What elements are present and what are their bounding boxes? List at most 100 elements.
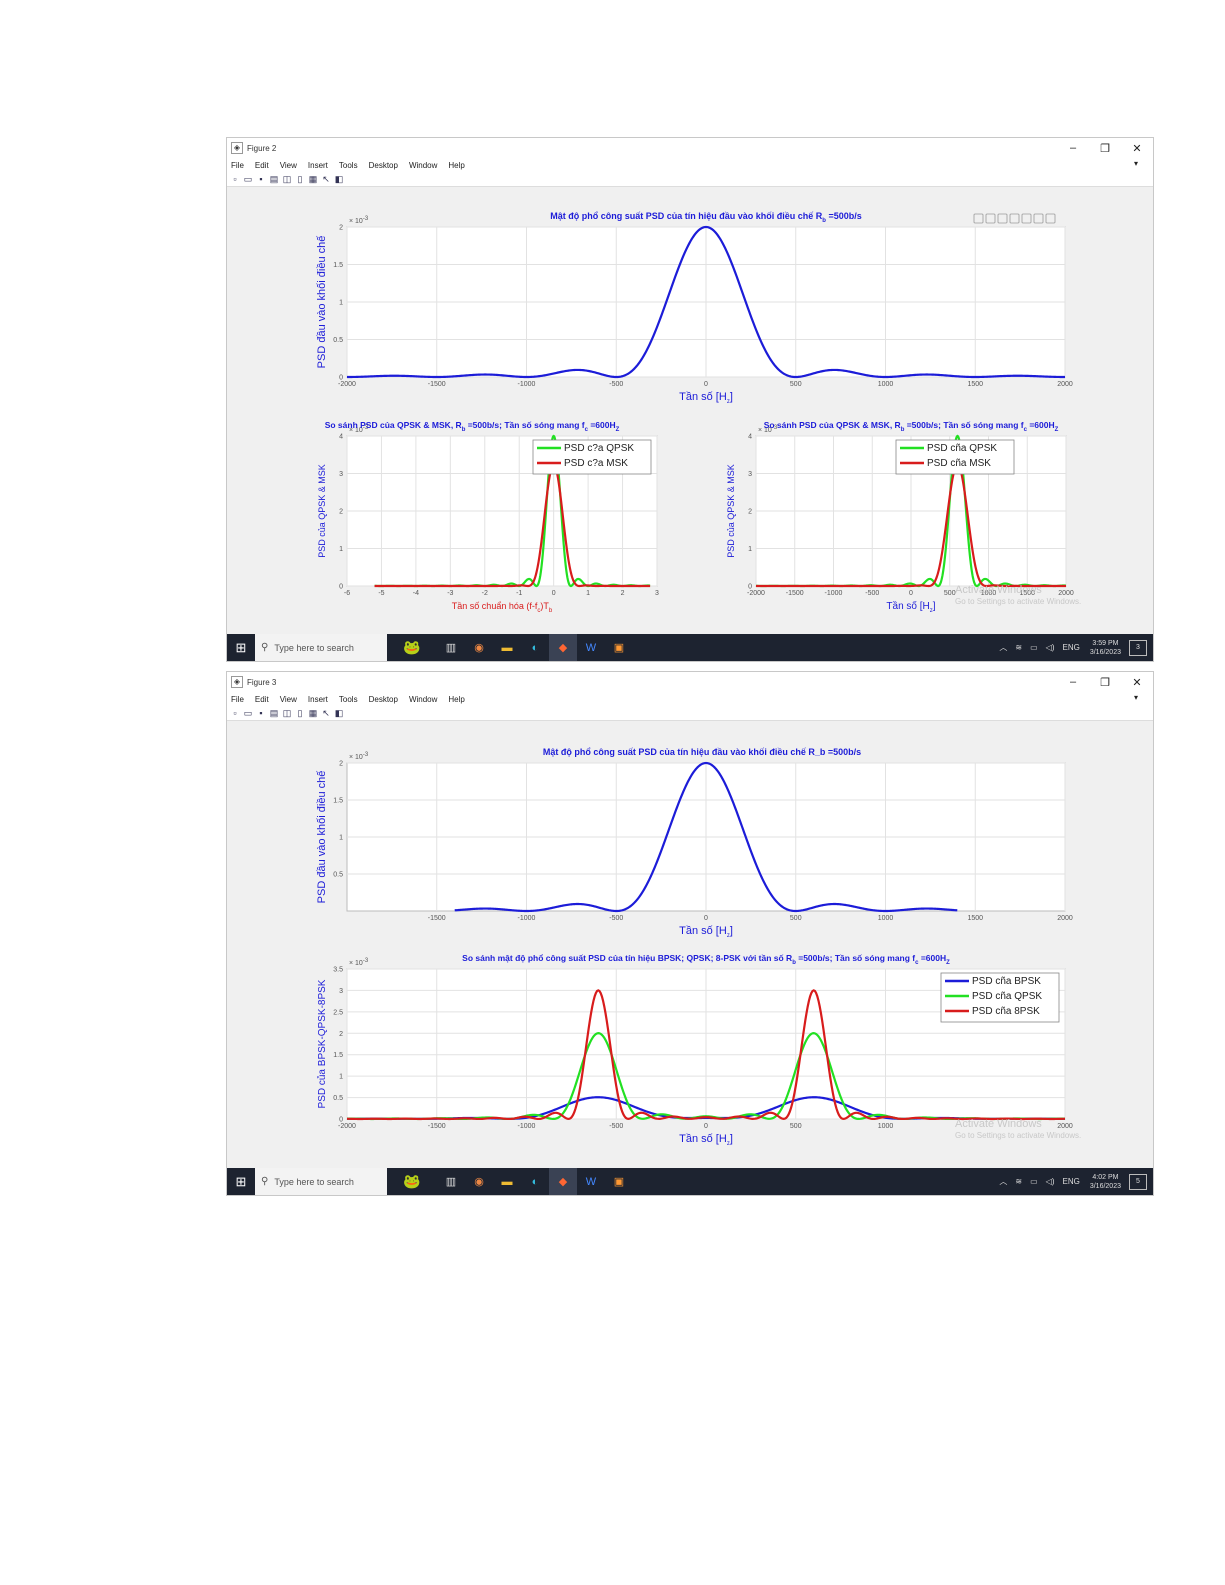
task-view-icon[interactable]: ▥ [445,642,457,654]
menu-help[interactable]: Help [448,160,465,170]
open-file-icon[interactable]: ▭ [243,174,253,184]
volume-icon[interactable]: ◁) [1045,1177,1055,1186]
chevron-up-icon[interactable]: ︿ [999,1177,1008,1186]
property-editor-icon[interactable]: ◧ [334,174,344,184]
x-tick-label: 1 [586,590,590,597]
x-tick-label: 1000 [878,1123,894,1130]
restore-icon[interactable]: ❐ [1100,142,1110,155]
legend-box [532,439,652,475]
volume-icon[interactable]: ◁) [1045,643,1055,652]
menu-desktop[interactable]: Desktop [368,694,398,704]
chart-title: Mật độ phổ công suất PSD của tín hiệu đầ… [550,211,861,224]
notification-icon[interactable]: 5 [1129,1173,1147,1190]
menu-desktop[interactable]: Desktop [368,160,398,170]
menu-view[interactable]: View [279,160,297,170]
search-icon: ⚲ [261,1176,269,1187]
menu-edit[interactable]: Edit [254,160,269,170]
taskbar-search[interactable]: ⚲ Type here to search [255,1168,387,1195]
language-indicator[interactable]: ENG [1062,643,1080,652]
menu-help[interactable]: Help [448,694,465,704]
battery-icon[interactable]: ▭ [1030,643,1038,652]
taskbar: ⊞ ⚲ Type here to search 🐸 ▥ ◉ ▬ ◐ ◆ W ▣ ︿… [227,1168,1153,1195]
x-tick-label: 0 [909,590,913,597]
y-axis-label: PSD của QPSK & MSK [317,464,327,558]
print-icon[interactable]: ▤ [269,174,279,184]
brush-icon[interactable] [973,213,984,224]
edge-icon[interactable]: ◐ [531,1175,539,1188]
save-icon[interactable]: ▪ [259,708,263,718]
word-icon[interactable]: W [585,641,597,654]
clock-date: 3/16/2023 [1089,1182,1121,1190]
colorbar-icon[interactable]: ▯ [297,708,303,718]
minimize-icon[interactable]: – [1069,142,1077,154]
edge-icon[interactable]: ◐ [531,641,539,654]
link-plot-icon[interactable]: ◫ [282,174,292,184]
new-figure-icon[interactable]: ▫ [233,708,237,718]
close-icon[interactable]: ✕ [1132,142,1142,155]
word-icon[interactable]: W [585,1175,597,1188]
colorbar-icon[interactable]: ▯ [297,174,303,184]
windows-start-icon[interactable]: ⊞ [235,639,247,655]
link-plot-icon[interactable]: ◫ [282,708,292,718]
chart: -2000 -1500 -1000 -500 0 500 1000 1500 2000 0 1 2 3 4… [726,420,1074,614]
property-editor-icon[interactable]: ◧ [334,708,344,718]
file-explorer-icon[interactable]: ▬ [501,1175,513,1188]
menu-window[interactable]: Window [408,160,438,170]
powerpoint-icon[interactable]: ▣ [613,642,625,654]
new-figure-icon[interactable]: ▫ [233,174,237,184]
chrome-icon[interactable]: ◉ [474,642,484,654]
restore-icon[interactable]: ❐ [1100,676,1110,689]
menu-file[interactable]: File [231,694,244,704]
home-icon[interactable] [1045,213,1056,224]
y-tick-label: 4 [339,434,343,441]
pointer-icon[interactable]: ↖ [322,174,330,184]
save-icon[interactable]: ▪ [259,174,263,184]
zoom-in-icon[interactable] [1021,213,1032,224]
matlab-icon[interactable]: ◆ [549,1168,577,1195]
menu-file[interactable]: File [231,160,244,170]
legend-icon[interactable]: ▦ [308,708,318,718]
wifi-icon[interactable]: ≋ [1015,1177,1023,1186]
y-tick-label: 0 [339,375,343,382]
menu-window[interactable]: Window [408,694,438,704]
zoom-out-icon[interactable] [1033,213,1044,224]
notification-icon[interactable]: 3 [1129,639,1147,656]
print-icon[interactable]: ▤ [269,708,279,718]
y-tick-label: 0.5 [333,872,343,879]
clock[interactable]: 3:59 PM 3/16/2023 [1090,639,1121,657]
pan-icon[interactable] [1009,213,1020,224]
legend-entry: PSD c?a MSK [564,458,628,469]
chevron-up-icon[interactable]: ︿ [999,643,1008,652]
menu-tools[interactable]: Tools [338,160,358,170]
battery-icon[interactable]: ▭ [1030,1177,1038,1186]
chrome-icon[interactable]: ◉ [474,1176,484,1188]
task-view-icon[interactable]: ▥ [445,1176,457,1188]
powerpoint-icon[interactable]: ▣ [613,1176,625,1188]
legend-icon[interactable]: ▦ [308,174,318,184]
menu-edit[interactable]: Edit [254,694,269,704]
menu-view[interactable]: View [279,694,297,704]
menu-insert[interactable]: Insert [307,160,328,170]
taskbar-search[interactable]: ⚲ Type here to search [255,634,387,661]
chevron-down-icon[interactable]: ▾ [1133,693,1138,702]
series-line [347,225,1065,379]
edit-icon[interactable] [985,213,996,224]
clock[interactable]: 4:02 PM 3/16/2023 [1090,1173,1121,1191]
chevron-down-icon[interactable]: ▾ [1133,159,1138,168]
x-tick-label: 0 [704,381,708,388]
minimize-icon[interactable]: – [1069,676,1077,688]
file-explorer-icon[interactable]: ▬ [501,641,513,654]
pointer-icon[interactable]: ↖ [322,708,330,718]
language-indicator[interactable]: ENG [1062,1177,1080,1186]
menu-tools[interactable]: Tools [338,694,358,704]
menu-insert[interactable]: Insert [307,694,328,704]
chart: -2000 -1500 -1000 -500 0 500 1000 1500 2000 0 0.5 1… [316,211,1073,405]
windows-start-icon[interactable]: ⊞ [235,1173,247,1189]
y-tick-label: 1 [339,835,343,842]
close-icon[interactable]: ✕ [1132,676,1142,689]
wifi-icon[interactable]: ≋ [1015,643,1023,652]
open-file-icon[interactable]: ▭ [243,708,253,718]
data-tips-icon[interactable] [997,213,1008,224]
system-tray: ︿ ≋ ▭ ◁) ENG [999,642,1079,653]
matlab-icon[interactable]: ◆ [549,634,577,661]
